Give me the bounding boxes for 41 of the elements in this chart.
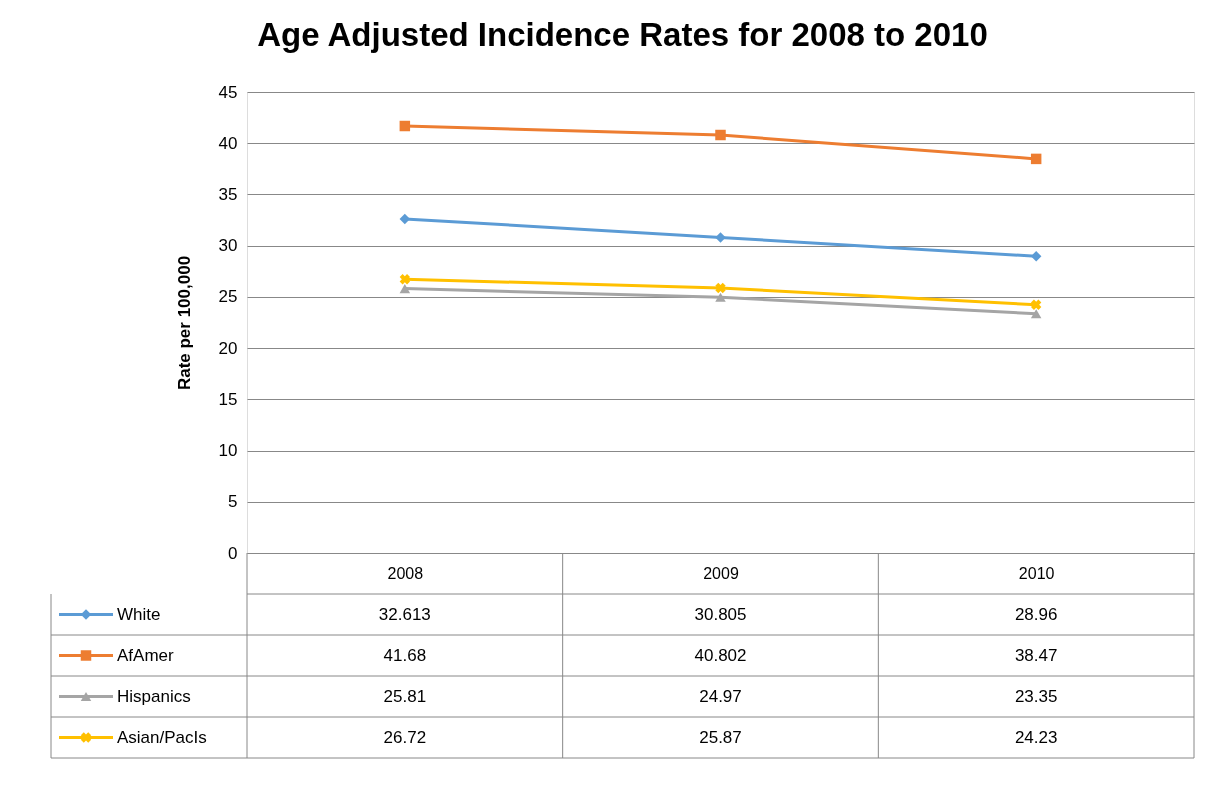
y-tick-label: 0 <box>228 543 238 563</box>
y-tick-label: 15 <box>218 389 238 409</box>
legend-label: Hispanics <box>117 686 191 706</box>
y-tick-label: 30 <box>218 236 238 256</box>
y-axis-title: Rate per 100,000 <box>174 255 194 391</box>
data-label: 23.35 <box>1014 686 1058 706</box>
point <box>715 292 726 302</box>
legend-label: Asian/PacIs <box>117 727 207 747</box>
data-label: 41.68 <box>383 645 427 665</box>
x-tick-label: 2008 <box>387 564 424 582</box>
data-label: 26.72 <box>383 727 427 747</box>
x-tick-label: 2009 <box>703 564 739 582</box>
point <box>715 129 726 141</box>
data-label: 32.613 <box>378 604 431 624</box>
point <box>715 232 726 243</box>
point <box>399 274 411 285</box>
data-label: 25.87 <box>699 727 742 747</box>
data-label: 28.96 <box>1014 604 1058 624</box>
y-tick-label: 40 <box>218 133 238 153</box>
y-tick-label: 10 <box>218 441 238 461</box>
point <box>399 284 411 294</box>
data-label: 30.805 <box>694 604 747 624</box>
data-label: 24.23 <box>1014 727 1058 747</box>
y-tick-label: 35 <box>218 184 238 204</box>
chart-title: Age Adjusted Incidence Rates for 2008 to 2010 <box>257 16 988 53</box>
data-label: 40.802 <box>694 645 747 665</box>
y-tick-label: 5 <box>228 492 238 512</box>
point <box>1030 299 1042 310</box>
data-label: 25.81 <box>383 686 427 706</box>
y-tick-label: 25 <box>218 287 238 307</box>
y-tick-label: 45 <box>218 82 238 102</box>
y-tick-label: 20 <box>218 338 238 358</box>
data-label: 24.97 <box>699 686 742 706</box>
point <box>1030 153 1042 165</box>
legend-label: AfAmer <box>117 645 175 665</box>
x-tick-label: 2010 <box>1018 564 1055 582</box>
point <box>399 120 411 132</box>
point <box>1030 309 1042 319</box>
legend-label: White <box>117 604 161 624</box>
data-label: 38.47 <box>1014 645 1058 665</box>
point <box>715 282 726 294</box>
